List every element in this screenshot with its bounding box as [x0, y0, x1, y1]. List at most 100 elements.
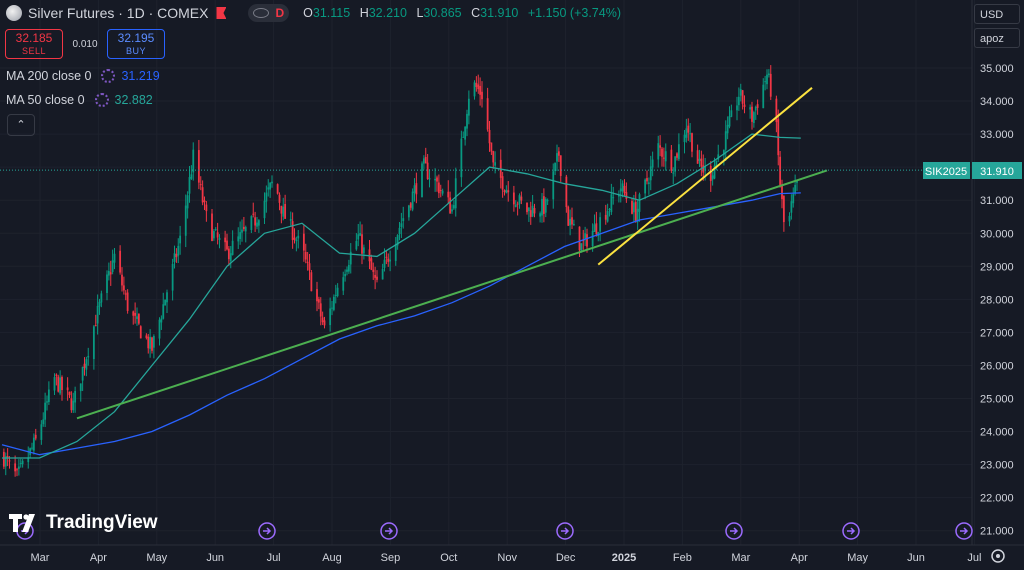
candle-body — [211, 213, 213, 241]
candle-body — [711, 175, 714, 180]
candle-body — [728, 116, 731, 127]
candle-body — [96, 305, 99, 324]
candle-body — [788, 215, 791, 222]
trendlines[interactable] — [76, 87, 828, 420]
candle-body — [361, 234, 363, 254]
buy-button[interactable]: 32.195 BUY — [107, 29, 165, 59]
earnings-event-icon[interactable] — [556, 522, 574, 540]
candle-body — [604, 214, 607, 220]
event-arrow — [263, 527, 272, 535]
yellow-support-trendline — [597, 87, 813, 266]
earnings-event-icon[interactable] — [955, 522, 973, 540]
earnings-event-icon[interactable] — [380, 522, 398, 540]
candle-body — [490, 142, 493, 152]
candle-body — [173, 253, 176, 262]
time-tick-label: Jul — [267, 552, 281, 564]
candle-body — [647, 182, 650, 185]
candle-body — [179, 235, 182, 244]
candle-body — [109, 272, 112, 275]
candle-body — [291, 221, 294, 241]
silver-coin-icon — [6, 5, 22, 21]
candle-body — [683, 134, 686, 143]
candle-body — [199, 184, 202, 186]
candle-body — [593, 224, 596, 232]
candle-body — [192, 149, 195, 173]
settings-gear-icon[interactable] — [991, 549, 1005, 563]
last-price-tag: 31.910 — [980, 166, 1014, 178]
candle-body — [743, 104, 746, 107]
candle-body — [152, 336, 155, 348]
candle-body — [505, 189, 508, 194]
sell-label: SELL — [21, 46, 47, 56]
change-value: +1.150 (+3.74%) — [527, 6, 621, 20]
candle-body — [424, 156, 427, 164]
visibility-pill[interactable]: D — [248, 4, 290, 22]
candle-body — [674, 156, 677, 172]
candle-body — [66, 387, 69, 391]
price-axis[interactable]: 21.000 22.000 23.000 24.000 25.000 26.000 27.0… — [971, 0, 1014, 545]
flag-icon[interactable] — [216, 7, 227, 19]
candle-body — [754, 106, 757, 111]
earnings-event-icon[interactable] — [842, 522, 860, 540]
candle-body — [449, 197, 452, 214]
candle-body — [554, 162, 557, 172]
event-arrow — [730, 527, 739, 535]
ma200-legend[interactable]: MA 200 close 0 31.219 — [6, 69, 160, 83]
candle-body — [53, 377, 56, 391]
loading-icon — [101, 69, 116, 83]
candle-body — [411, 191, 414, 210]
earnings-event-icon[interactable] — [725, 522, 743, 540]
candle-body — [646, 178, 648, 182]
candle-body — [544, 198, 547, 213]
event-ring — [955, 522, 973, 540]
candle-body — [239, 232, 242, 240]
candle-body — [477, 84, 480, 90]
currency-select[interactable]: USD — [974, 4, 1020, 24]
symbol-title[interactable]: Silver Futures · 1D · COMEX — [28, 5, 209, 21]
event-markers[interactable] — [16, 522, 973, 540]
earnings-event-icon[interactable] — [258, 522, 276, 540]
candle-body — [518, 195, 521, 204]
low-value: 30.865 — [423, 6, 462, 20]
time-tick-label: Jun — [206, 552, 224, 564]
candle-body — [132, 311, 135, 316]
candle-body — [46, 401, 48, 403]
candle-body — [359, 233, 362, 236]
eye-icon[interactable] — [253, 8, 270, 18]
candle-body — [147, 336, 150, 349]
candle-body — [346, 269, 348, 272]
candle-body — [475, 82, 478, 87]
candle-body — [126, 292, 129, 311]
candle-body — [709, 165, 712, 182]
candle-body — [631, 200, 633, 214]
collapse-legend-button[interactable]: ⌃ — [7, 114, 35, 136]
candle-body — [439, 189, 442, 191]
candle-body — [107, 270, 110, 276]
candle-body — [203, 200, 206, 203]
candle-body — [569, 218, 572, 226]
candle-body — [376, 276, 378, 280]
candle-body — [257, 220, 260, 226]
candle-body — [271, 181, 273, 184]
candle-body — [319, 303, 322, 317]
candle-body — [730, 110, 733, 117]
candle-body — [16, 469, 18, 471]
candle-body — [608, 208, 611, 211]
time-axis[interactable]: Mar Apr May Jun Jul Aug Sep Oct Nov Dec 2025 Feb Mar… — [0, 544, 1024, 564]
price-tick-label: 30.000 — [980, 228, 1014, 240]
scale-mode-select[interactable]: apoz — [974, 28, 1020, 48]
candle-body — [72, 400, 75, 411]
sell-button[interactable]: 32.185 SELL — [5, 29, 63, 59]
candle-body — [61, 376, 63, 391]
candle-body — [106, 274, 108, 294]
ma50-legend[interactable]: MA 50 close 0 32.882 — [6, 93, 153, 107]
candle-body — [664, 151, 667, 162]
candle-body — [14, 463, 17, 472]
candle-body — [177, 245, 180, 256]
candle-body — [31, 447, 33, 449]
event-ring — [556, 522, 574, 540]
candle-body — [516, 203, 519, 205]
tradingview-logo[interactable]: TradingView — [9, 512, 158, 534]
candle-body — [4, 456, 7, 467]
